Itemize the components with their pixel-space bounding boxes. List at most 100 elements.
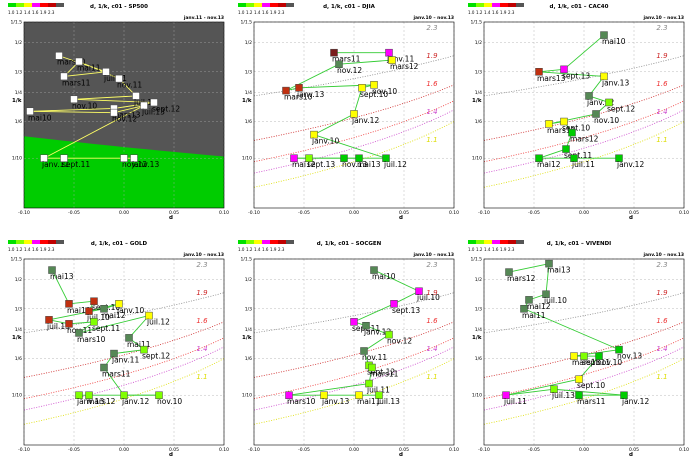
chart-panel-5: 1.0 1.2 1.4 1.6 1.9 2.3d, 1/k, c01 – VIVENDIj… bbox=[468, 240, 689, 458]
scale-label: 1.2 bbox=[16, 247, 23, 252]
series-line bbox=[505, 388, 555, 396]
scale-label: 1.9 bbox=[500, 247, 507, 252]
y-tick-label: 1/2 bbox=[475, 40, 482, 46]
series-line bbox=[538, 68, 565, 73]
scale-label: 1.9 bbox=[40, 247, 47, 252]
data-point bbox=[360, 347, 368, 355]
level-curve bbox=[253, 321, 455, 378]
scale-swatch bbox=[238, 240, 246, 244]
data-point bbox=[75, 57, 83, 66]
y-tick-label: 1/10 bbox=[472, 393, 482, 399]
chart-title: d, 1/k, c01 – CAC40 bbox=[550, 4, 609, 10]
data-label: nov.10 bbox=[594, 116, 619, 125]
x-tick-label: 0.05 bbox=[169, 210, 179, 216]
data-point bbox=[375, 391, 383, 399]
x-axis-label: d bbox=[399, 215, 403, 221]
chart-title: d, 1/k, c01 – DJIA bbox=[323, 4, 376, 10]
data-point bbox=[115, 74, 123, 83]
y-tick-label: 1/6 bbox=[245, 119, 252, 125]
series-line bbox=[578, 355, 600, 380]
x-tick-label: 0.10 bbox=[219, 447, 229, 453]
data-point bbox=[545, 120, 553, 128]
data-label: sept.12 bbox=[607, 104, 635, 113]
data-label: mars11 bbox=[370, 370, 399, 379]
x-tick-label: 0.00 bbox=[119, 447, 129, 453]
scale-swatch bbox=[24, 240, 32, 244]
data-point bbox=[340, 154, 348, 162]
data-point bbox=[580, 352, 588, 360]
data-point bbox=[385, 330, 393, 339]
scale-swatch bbox=[484, 240, 492, 244]
series-line bbox=[78, 61, 120, 80]
level-label: 1.9 bbox=[656, 289, 668, 297]
scale-label: 1.0 bbox=[238, 247, 245, 252]
scale-label: 2.3 bbox=[48, 10, 55, 15]
scale-swatch bbox=[286, 240, 294, 244]
x-tick-label: 0.05 bbox=[169, 447, 179, 453]
scale-label: 1.4 bbox=[484, 10, 491, 15]
data-label: mai12 bbox=[537, 160, 561, 169]
data-point bbox=[48, 266, 56, 274]
level-label: 1.6 bbox=[656, 80, 668, 88]
data-point bbox=[65, 320, 73, 328]
data-label: nov.13 bbox=[617, 352, 642, 361]
data-label: mai10 bbox=[28, 113, 52, 122]
y-tick-label: 1/3 bbox=[475, 306, 482, 312]
data-point bbox=[570, 352, 578, 360]
data-point bbox=[335, 60, 343, 68]
data-label: mai13 bbox=[547, 266, 571, 275]
data-label: mai12 bbox=[102, 311, 126, 320]
scale-swatch bbox=[270, 3, 278, 7]
data-label: mars12 bbox=[507, 274, 536, 283]
data-label: mai13 bbox=[357, 160, 381, 169]
level-curve bbox=[23, 346, 225, 411]
data-point bbox=[415, 287, 423, 295]
data-point bbox=[370, 266, 378, 274]
data-label: nov.11 bbox=[117, 81, 142, 90]
chart-period: janv.10 – nov.13 bbox=[412, 15, 454, 21]
plot-frame bbox=[23, 258, 225, 446]
level-label: 2.3 bbox=[196, 261, 207, 269]
series-line bbox=[393, 290, 420, 305]
y-tick-label: 1/6 bbox=[15, 356, 22, 362]
series-line bbox=[505, 378, 580, 396]
data-point bbox=[55, 51, 63, 60]
scale-swatch bbox=[476, 3, 484, 7]
data-label: mars11 bbox=[62, 78, 91, 87]
scale-swatch bbox=[56, 240, 64, 244]
data-point bbox=[330, 48, 338, 57]
scale-label: 1.0 bbox=[8, 10, 15, 15]
series-line bbox=[113, 349, 145, 355]
x-tick-label: 0.05 bbox=[629, 447, 639, 453]
scale-swatch bbox=[246, 3, 254, 7]
level-curve bbox=[253, 100, 455, 163]
x-tick-label: -0.10 bbox=[478, 447, 490, 453]
data-point bbox=[358, 84, 366, 92]
level-label: 1.9 bbox=[426, 52, 438, 60]
data-label: sept.11 bbox=[62, 160, 90, 169]
y-tick-label: 1/3 bbox=[15, 69, 22, 75]
series-line bbox=[103, 367, 125, 396]
scale-swatch bbox=[468, 3, 476, 7]
data-point bbox=[355, 391, 363, 399]
data-label: mai11 bbox=[357, 397, 381, 406]
data-label: juil.10 bbox=[86, 313, 110, 322]
scale-label: 1.4 bbox=[254, 10, 261, 15]
data-label: sept.11 bbox=[582, 358, 610, 367]
scale-label: 1.9 bbox=[40, 10, 47, 15]
series-line bbox=[288, 383, 370, 396]
level-curve bbox=[483, 100, 685, 163]
data-label: sept.11 bbox=[564, 151, 592, 160]
data-point bbox=[130, 154, 138, 162]
scale-swatch bbox=[484, 3, 492, 7]
data-label: janv.10 bbox=[311, 137, 339, 146]
series-line bbox=[43, 105, 145, 159]
data-point bbox=[115, 300, 123, 308]
level-label: 1.4 bbox=[656, 345, 667, 353]
data-label: janv.11 bbox=[111, 356, 139, 365]
level-label: 1.1 bbox=[656, 373, 667, 381]
chart-panel-0: 1.0 1.2 1.4 1.6 1.9 2.3 d, 1/k, c01 - SP500 jan… bbox=[8, 3, 229, 221]
level-curve bbox=[253, 337, 455, 400]
data-label: mars10 bbox=[77, 335, 106, 344]
data-label: juil.13 bbox=[141, 108, 165, 117]
